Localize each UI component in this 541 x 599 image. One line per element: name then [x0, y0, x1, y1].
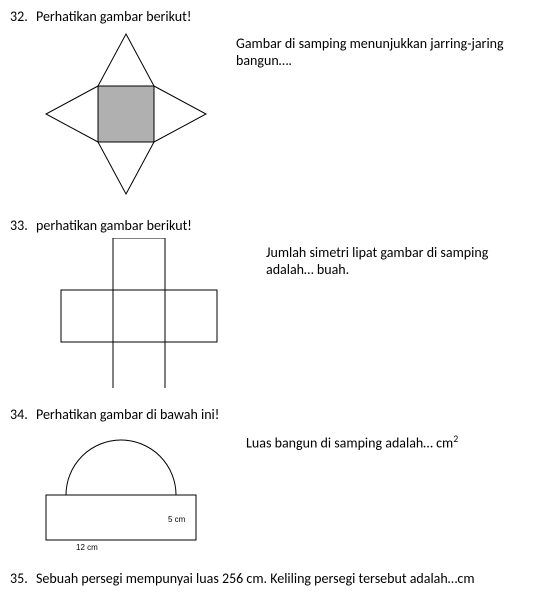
q34-prompt: Perhatikan gambar di bawah ini! — [36, 406, 531, 423]
q32-desc: Gambar di samping menunjukkan jarring-ja… — [236, 29, 531, 69]
q32-prompt: Perhatikan gambar berikut! — [36, 8, 531, 25]
q34-body: 5 cm 12 cm Luas bangun di samping adalah…… — [36, 427, 531, 556]
q34-desc-sup: 2 — [453, 433, 458, 445]
q33-desc: Jumlah simetri lipat gambar di samping a… — [266, 238, 531, 278]
q34-number: 34. — [10, 406, 36, 423]
q33-number: 33. — [10, 217, 36, 234]
q32-figure — [36, 29, 216, 203]
q35-number: 35. — [10, 570, 36, 587]
q33-header: 33. perhatikan gambar berikut! — [10, 217, 531, 234]
q35-row: 35. Sebuah persegi mempunyai luas 256 cm… — [10, 570, 531, 587]
q33-prompt: perhatikan gambar berikut! — [36, 217, 531, 234]
worksheet-page: 32. Perhatikan gambar berikut! Gambar di… — [0, 0, 541, 599]
q32-header: 32. Perhatikan gambar berikut! — [10, 8, 531, 25]
q32-number: 32. — [10, 8, 36, 25]
q34-header: 34. Perhatikan gambar di bawah ini! — [10, 406, 531, 423]
q34-figure: 5 cm 12 cm — [36, 427, 226, 556]
svg-text:12 cm: 12 cm — [76, 543, 98, 552]
q32-body: Gambar di samping menunjukkan jarring-ja… — [36, 29, 531, 203]
svg-text:5 cm: 5 cm — [168, 515, 186, 524]
q34-desc: Luas bangun di samping adalah… cm2 — [246, 427, 531, 452]
q33-body: Jumlah simetri lipat gambar di samping a… — [36, 238, 531, 392]
q34-desc-text: Luas bangun di samping adalah… cm — [246, 435, 453, 452]
q35-text: Sebuah persegi mempunyai luas 256 cm. Ke… — [36, 570, 531, 587]
q33-figure — [36, 238, 246, 392]
